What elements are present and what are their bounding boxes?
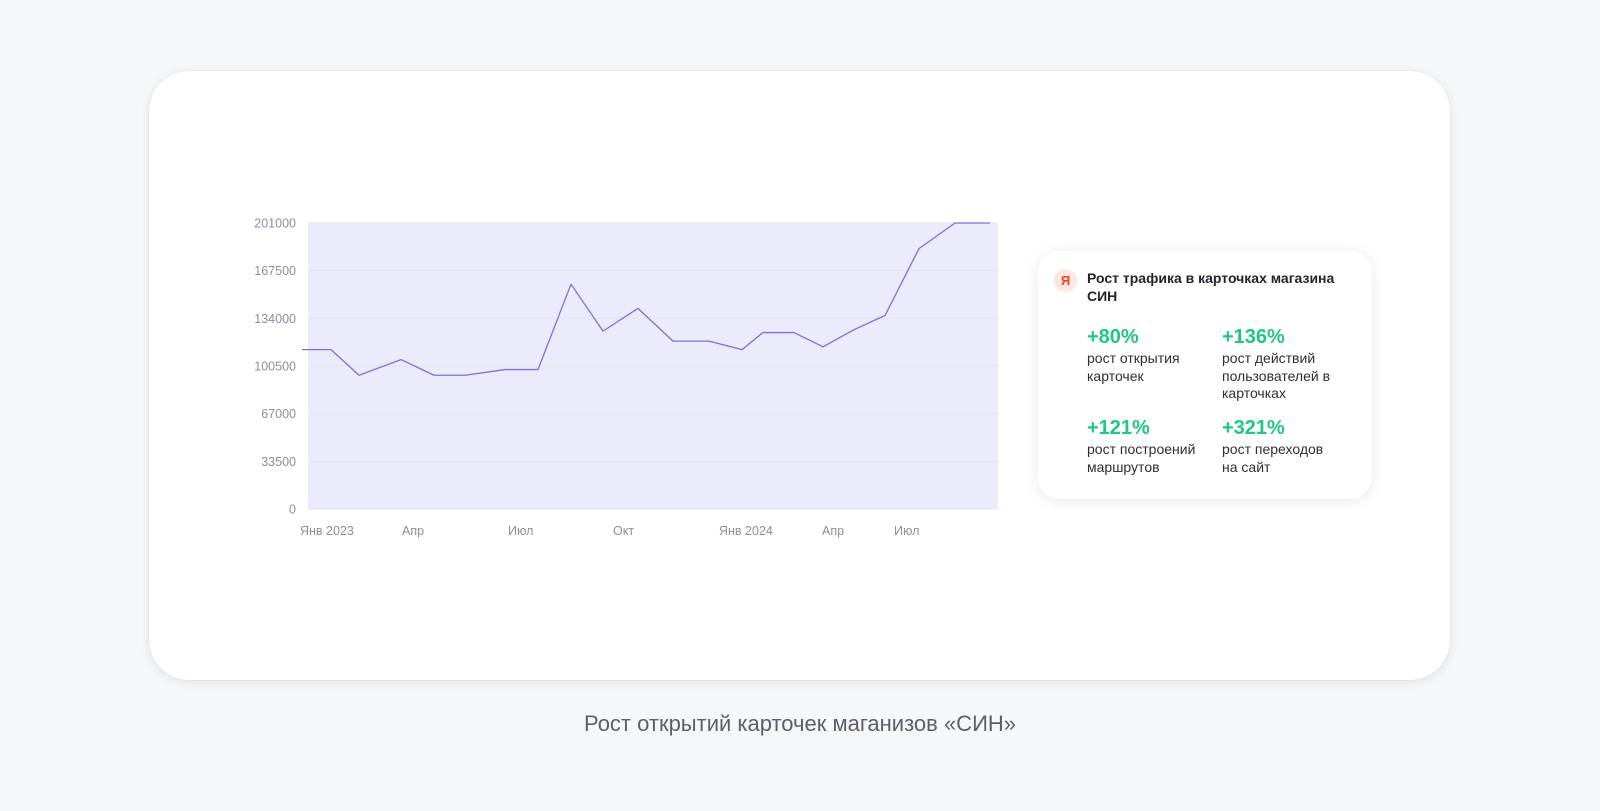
stat-card-openings: +80% рост открытия карточек	[1087, 325, 1217, 385]
figure-caption: Рост открытий карточек маганизов «СИН»	[583, 711, 1017, 736]
stat-value: +321%	[1222, 417, 1285, 439]
stat-card-actions: +136% рост действий пользователей в карт…	[1222, 325, 1352, 403]
y-tick-label: 0	[289, 503, 296, 517]
x-tick-label: Июл	[508, 524, 533, 538]
chart-card: 201000 167500 134000 100500 67000 33500 0 Янв …	[149, 71, 1450, 680]
y-tick-label: 201000	[254, 217, 296, 231]
stat-label: рост переходов на сайт	[1222, 441, 1324, 475]
x-tick-label: Янв 2023	[300, 524, 354, 538]
x-tick-label: Июл	[894, 524, 919, 538]
stat-label: рост открытия карточек	[1087, 350, 1180, 384]
yandex-logo-icon: Я	[1054, 269, 1077, 292]
y-tick-label: 134000	[254, 312, 296, 326]
y-tick-label: 67000	[261, 407, 296, 421]
series-line	[302, 222, 990, 376]
panel-title: Рост трафика в карточках магазина СИН	[1087, 270, 1335, 304]
stat-card-site-visits: +321% рост переходов на сайт	[1222, 416, 1352, 476]
x-tick-label: Апр	[822, 524, 844, 538]
x-tick-label: Окт	[613, 524, 634, 538]
traffic-chart: 201000 167500 134000 100500 67000 33500 0 Янв …	[254, 217, 998, 538]
stat-label: рост действий пользователей в карточках	[1222, 350, 1331, 401]
stat-value: +121%	[1087, 417, 1150, 439]
traffic-growth-panel: Я Рост трафика в карточках магазина СИН …	[1038, 251, 1372, 499]
x-axis-ticks: Янв 2023 Апр Июл Окт Янв 2024 Апр Июл	[300, 524, 919, 538]
stat-value: +136%	[1222, 326, 1285, 348]
stat-card-routes: +121% рост построений маршрутов	[1087, 416, 1217, 476]
x-tick-label: Янв 2024	[719, 524, 773, 538]
y-tick-label: 100500	[254, 360, 296, 374]
y-tick-label: 167500	[254, 264, 296, 278]
stat-value: +80%	[1087, 326, 1139, 348]
x-tick-label: Апр	[402, 524, 424, 538]
y-axis-ticks: 201000 167500 134000 100500 67000 33500 0	[254, 217, 296, 517]
chart-grid	[308, 222, 998, 510]
y-tick-label: 33500	[261, 455, 296, 469]
stat-label: рост построений маршрутов	[1087, 441, 1196, 475]
chart-area	[302, 222, 990, 376]
